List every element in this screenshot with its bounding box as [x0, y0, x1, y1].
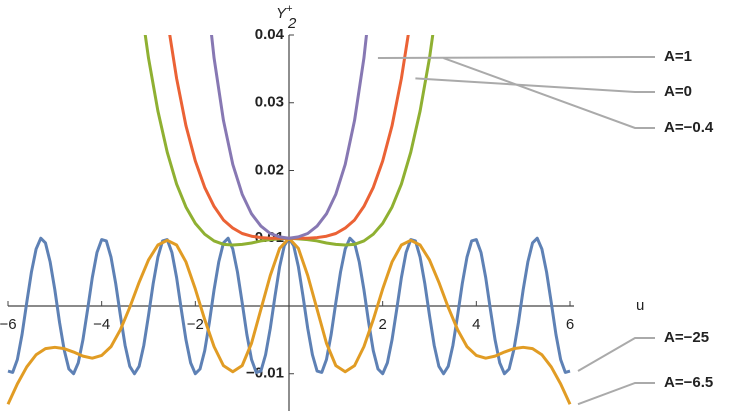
y-axis-label-base: Y [276, 5, 287, 22]
series-line [210, 35, 368, 240]
series-label: A=0 [664, 83, 692, 100]
callout-line [577, 382, 655, 406]
y-axis-label: Y+ [276, 3, 293, 22]
callout-line [377, 56, 655, 60]
y-tick-label: −0.01 [246, 365, 284, 382]
series-label: A=1 [664, 48, 692, 65]
series-label: A=−25 [664, 329, 709, 346]
callout-line [577, 337, 655, 372]
plot-area [6, 35, 572, 405]
y-axis-label-sub: 2 [287, 15, 297, 32]
series-label: A=−6.5 [664, 374, 713, 391]
callout-line [443, 57, 655, 129]
series-label: A=−0.4 [664, 119, 714, 136]
callout-line [415, 77, 655, 93]
y-tick-label: 0.02 [255, 161, 284, 178]
y-tick-label: 0.03 [255, 94, 284, 111]
y-tick-label: 0.04 [255, 26, 285, 43]
x-tick-label: −6 [0, 316, 17, 333]
x-tick-label: −4 [93, 316, 110, 333]
y-axis-label-sup: + [286, 3, 293, 15]
x-axis-label: u [636, 297, 644, 314]
x-tick-label: 6 [566, 316, 574, 333]
x-tick-label: −2 [187, 316, 204, 333]
x-tick-label: 2 [378, 316, 386, 333]
x-tick-label: 4 [472, 316, 480, 333]
